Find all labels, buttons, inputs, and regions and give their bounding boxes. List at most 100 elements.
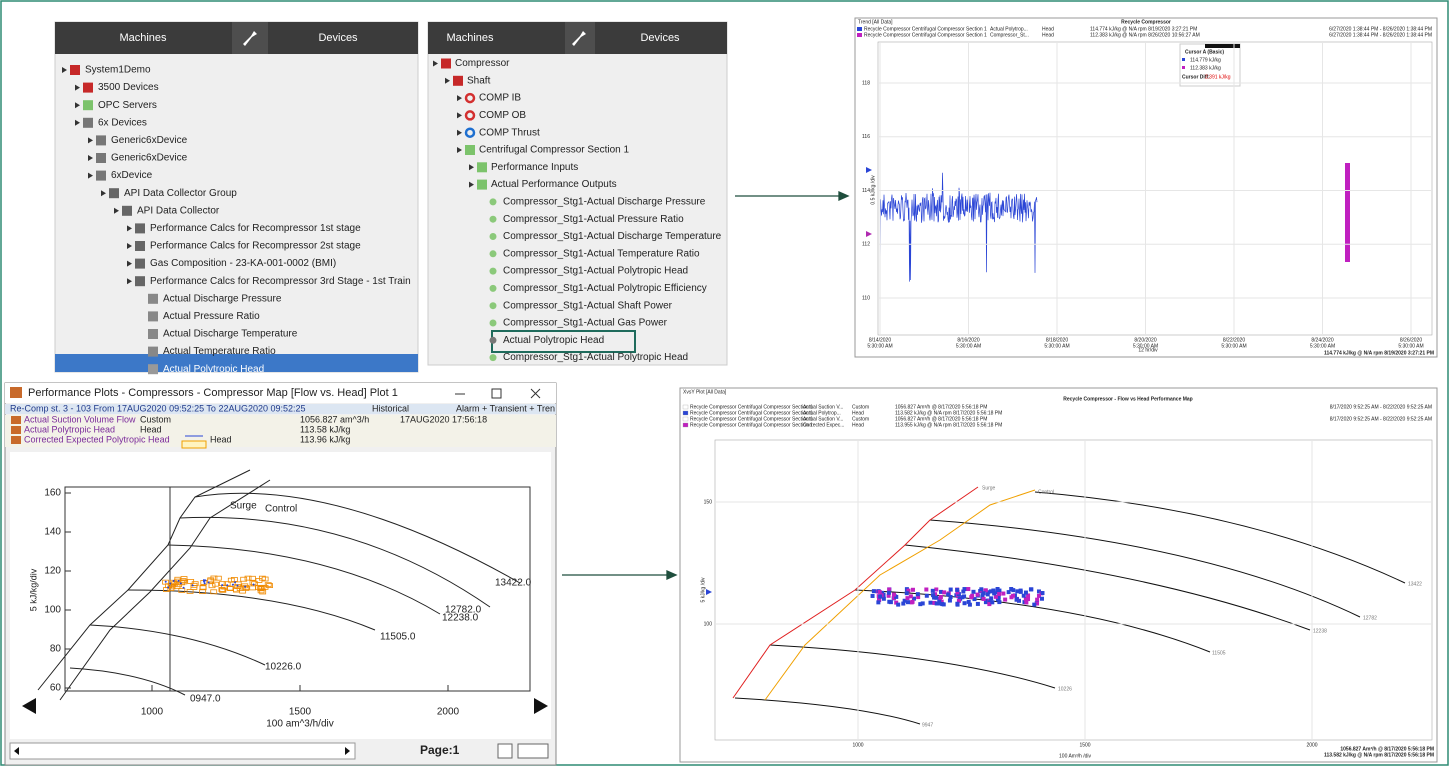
tree-item[interactable]: Compressor_Stg1-Actual Discharge Tempera… (503, 231, 722, 242)
expander[interactable] (433, 60, 438, 67)
tree-item[interactable]: Generic6xDevice (111, 135, 188, 146)
tree-item[interactable]: 3500 Devices (98, 82, 159, 93)
tree-item[interactable]: Performance Calcs for Recompressor 3rd S… (150, 276, 411, 287)
expander[interactable] (75, 84, 80, 91)
node-icon (464, 110, 476, 121)
tree-item[interactable]: Compressor_Stg1-Actual Shaft Power (503, 300, 673, 311)
expander[interactable] (127, 278, 132, 285)
tab[interactable]: XvsY Plot [All Data] (683, 389, 727, 395)
tree-item[interactable]: COMP Thrust (479, 127, 540, 138)
tree-panel (427, 21, 728, 366)
point (971, 589, 976, 594)
point (1035, 597, 1040, 602)
node-icon (135, 258, 145, 269)
point (167, 586, 175, 591)
tree-item[interactable]: Actual Pressure Ratio (163, 311, 260, 322)
tree-item[interactable]: Actual Performance Outputs (491, 179, 617, 190)
point (962, 587, 967, 592)
tree-item[interactable]: API Data Collector Group (124, 188, 237, 199)
point (981, 596, 986, 601)
point (891, 592, 896, 597)
tab[interactable]: Machines (119, 32, 167, 44)
point (939, 599, 944, 604)
expander[interactable] (101, 190, 106, 197)
expander[interactable] (457, 112, 462, 119)
x-tick-label: 8/24/2020 (1311, 337, 1333, 343)
tab[interactable]: Machines (446, 32, 494, 44)
tree-item[interactable]: System1Demo (85, 65, 151, 76)
tree-item[interactable]: Compressor_Stg1-Actual Gas Power (503, 318, 668, 329)
point (966, 599, 971, 604)
point (906, 600, 911, 605)
node-icon (96, 153, 106, 163)
tree-item[interactable]: Generic6xDevice (111, 153, 188, 164)
tree-item[interactable]: OPC Servers (98, 100, 157, 111)
tree-item[interactable]: Performance Inputs (491, 162, 578, 173)
pause-button[interactable] (497, 743, 513, 759)
expander[interactable] (457, 147, 462, 153)
marker (706, 589, 712, 595)
tree-item[interactable]: Compressor_Stg1-Actual Discharge Pressur… (503, 197, 706, 208)
point (955, 590, 960, 595)
tab[interactable]: Trend [All Data] (858, 19, 893, 25)
tree-item[interactable]: Shaft (467, 75, 491, 86)
point (961, 589, 966, 594)
tree-item[interactable]: Actual Temperature Ratio (163, 346, 276, 357)
expander[interactable] (75, 119, 80, 126)
point (924, 593, 929, 598)
window-buttons[interactable] (455, 388, 541, 399)
point (955, 601, 960, 606)
expander[interactable] (469, 164, 474, 171)
menu-button[interactable] (517, 743, 549, 759)
legend-text: Custom (852, 416, 869, 422)
expander[interactable] (469, 181, 474, 188)
node-icon (489, 250, 497, 258)
expander[interactable] (127, 260, 132, 267)
expander[interactable] (127, 243, 132, 249)
tree-item[interactable]: Centrifugal Compressor Section 1 (479, 145, 630, 156)
expander[interactable] (88, 155, 93, 161)
tree-item[interactable]: Performance Calcs for Recompressor 1st s… (150, 223, 361, 234)
tree-item[interactable]: Actual Discharge Temperature (163, 329, 298, 340)
tree-item[interactable]: Compressor_Stg1-Actual Polytropic Head (503, 266, 688, 277)
footer: 114.774 kJ/kg @ N/A rpm 8/19/2020 3:27:2… (1324, 350, 1434, 356)
tree-item[interactable]: 6x Devices (98, 117, 147, 128)
y-tick-label: 120 (44, 566, 61, 577)
expander[interactable] (62, 67, 67, 73)
expander[interactable] (457, 95, 462, 102)
scrollbar[interactable] (9, 742, 356, 760)
tree-item[interactable]: Actual Polytropic Head (503, 335, 604, 346)
expander[interactable] (75, 102, 80, 109)
tree-item[interactable]: COMP IB (479, 93, 521, 104)
info-filter: Alarm + Transient + Tren (456, 403, 555, 413)
tree-item[interactable]: Compressor_Stg1-Actual Temperature Ratio (503, 248, 700, 259)
expander[interactable] (88, 172, 93, 179)
expander[interactable] (457, 129, 462, 136)
tree-item[interactable]: Actual Discharge Pressure (163, 293, 282, 304)
expander[interactable] (88, 137, 93, 144)
tree-item[interactable]: API Data Collector (137, 205, 220, 216)
title-bar (5, 383, 556, 403)
tab[interactable]: Devices (318, 32, 358, 44)
swatch (682, 422, 689, 428)
expander[interactable] (127, 225, 132, 232)
tree-item[interactable]: Compressor_Stg1-Actual Polytropic Effici… (503, 283, 707, 294)
point (226, 584, 229, 587)
marker (866, 167, 872, 173)
tree-item[interactable]: Compressor_Stg1-Actual Pressure Ratio (503, 214, 684, 225)
point (182, 586, 185, 589)
node-icon (135, 223, 145, 234)
expander[interactable] (445, 77, 450, 84)
legend-text: Custom (852, 404, 869, 410)
tab[interactable]: Devices (640, 32, 680, 44)
tree-item[interactable]: Actual Polytropic Head (163, 364, 264, 375)
tree-item[interactable]: Gas Composition - 23-KA-001-0002 (BMI) (150, 258, 336, 269)
x-tick-label: 8/16/2020 (957, 337, 979, 343)
expander[interactable] (114, 207, 119, 214)
point (881, 596, 886, 601)
tree-item[interactable]: 6xDevice (111, 170, 153, 181)
tree-item[interactable]: Performance Calcs for Recompressor 2st s… (150, 241, 361, 252)
tree-item[interactable]: COMP OB (479, 110, 526, 121)
tree-item[interactable]: Compressor_Stg1-Actual Polytropic Head (503, 352, 688, 363)
tree-item[interactable]: Compressor (455, 58, 510, 69)
